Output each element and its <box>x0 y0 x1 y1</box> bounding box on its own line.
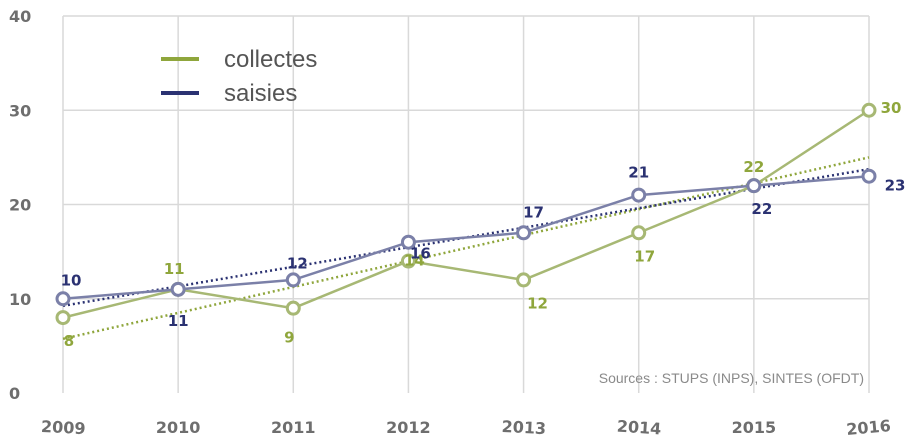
data-point-saisies <box>170 281 186 297</box>
data-point-saisies <box>861 168 877 184</box>
source-note: Sources : STUPS (INPS), SINTES (OFDT) <box>599 370 864 386</box>
data-label-collectes: 8 <box>64 332 74 350</box>
data-label-collectes: 14 <box>404 252 425 270</box>
trendline-saisies <box>62 167 870 308</box>
x-tick-label: 2010 <box>156 418 201 437</box>
x-tick-label: 2013 <box>501 417 546 438</box>
data-label-collectes: 11 <box>164 260 185 278</box>
data-point-saisies <box>55 291 71 307</box>
data-label-collectes: 12 <box>527 294 548 312</box>
data-point-saisies <box>516 225 532 241</box>
data-label-saisies: 12 <box>287 254 308 272</box>
x-tick-label: 2011 <box>271 418 316 437</box>
data-point-saisies <box>631 187 647 203</box>
series-line-saisies <box>62 174 870 300</box>
data-point-collectes <box>516 272 532 288</box>
data-label-saisies: 11 <box>168 312 189 330</box>
data-point-collectes <box>861 102 877 118</box>
data-point-saisies <box>746 178 762 194</box>
series-lines <box>62 109 870 319</box>
data-label-collectes: 9 <box>284 329 294 347</box>
data-labels: 8 11 9 14 12 17 22 30 10 11 12 16 17 21 22 23 <box>61 99 906 350</box>
data-label-collectes: 30 <box>881 99 902 117</box>
data-point-saisies <box>400 234 416 250</box>
legend-label-saisies: saisies <box>224 80 297 107</box>
data-label-saisies: 22 <box>751 200 772 218</box>
x-tick-label: 2014 <box>616 416 662 438</box>
y-tick-label: 10 <box>9 290 31 309</box>
x-tick-label: 2016 <box>846 416 892 439</box>
y-tick-label: 40 <box>9 7 31 26</box>
x-tick-label: 2012 <box>386 418 431 437</box>
series-points <box>55 102 877 326</box>
data-label-saisies: 16 <box>410 245 431 263</box>
data-point-saisies <box>285 272 301 288</box>
data-label-saisies: 21 <box>628 164 649 182</box>
y-tick-label: 20 <box>9 196 31 215</box>
x-tick-label: 2009 <box>41 417 86 438</box>
y-tick-label: 30 <box>9 101 31 120</box>
data-label-saisies: 17 <box>523 203 544 221</box>
trendlines <box>62 156 870 341</box>
y-axis-ticks: 0 10 20 30 40 <box>9 7 31 403</box>
legend-label-collectes: collectes <box>224 46 317 73</box>
data-point-collectes <box>55 310 71 326</box>
x-tick-label: 2015 <box>732 418 777 437</box>
grid <box>62 15 870 393</box>
legend: collectes saisies <box>161 46 317 107</box>
x-axis-ticks: 2009 2010 2011 2012 2013 2014 2015 2016 <box>41 416 892 439</box>
data-label-collectes: 22 <box>743 158 764 176</box>
data-label-saisies: 23 <box>885 177 906 195</box>
data-label-saisies: 10 <box>61 271 82 289</box>
data-point-collectes <box>400 253 416 269</box>
data-point-collectes <box>285 300 301 316</box>
series-line-collectes <box>62 109 870 319</box>
data-point-collectes <box>631 225 647 241</box>
data-label-collectes: 17 <box>634 247 655 265</box>
y-tick-label: 0 <box>9 384 20 403</box>
